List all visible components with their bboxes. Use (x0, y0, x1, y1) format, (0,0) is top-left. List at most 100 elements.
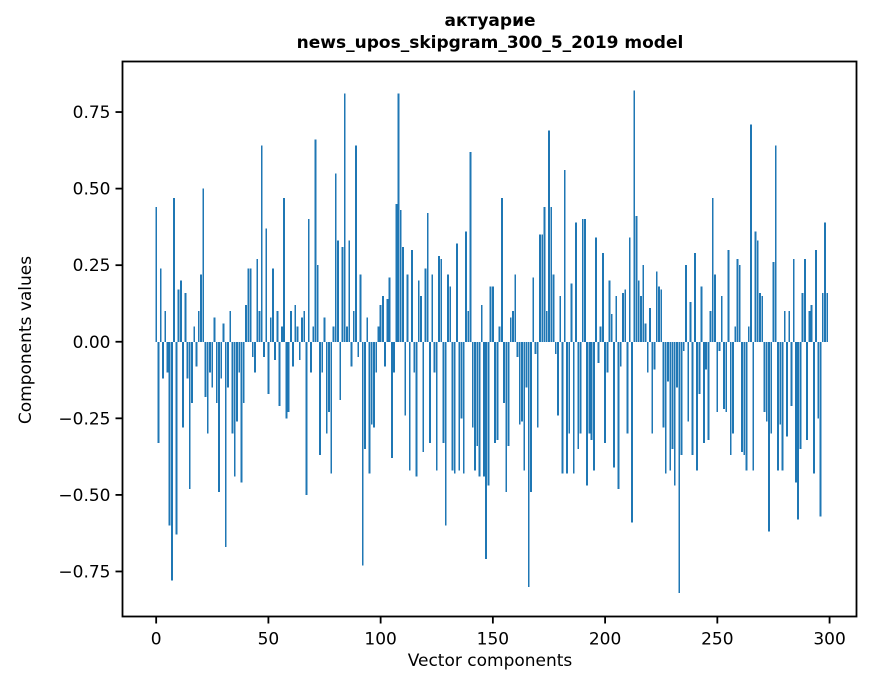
bar (570, 283, 573, 342)
bar (211, 341, 214, 388)
bar (341, 246, 344, 342)
bar (247, 268, 250, 342)
bar (770, 341, 773, 434)
bar (799, 341, 802, 449)
bar (610, 314, 613, 342)
bar (325, 341, 328, 434)
bar (792, 259, 795, 342)
bar (188, 341, 191, 489)
bar (826, 292, 829, 342)
bar (267, 341, 270, 394)
bar (179, 280, 182, 342)
bar (812, 341, 815, 474)
bar (588, 341, 591, 434)
bar (393, 341, 395, 373)
bar (711, 197, 714, 342)
bar (734, 326, 737, 342)
bar (305, 341, 308, 495)
bar (523, 341, 526, 471)
bar (631, 341, 633, 523)
bar (642, 265, 645, 342)
bar (271, 268, 274, 342)
bar (478, 341, 481, 477)
bar (604, 341, 606, 443)
bar (637, 280, 640, 342)
bar (269, 317, 272, 342)
bar (671, 341, 674, 449)
bar (388, 277, 391, 342)
bar (599, 326, 602, 342)
bar (276, 311, 279, 342)
bar (307, 219, 310, 342)
bar (622, 292, 624, 342)
bar (314, 139, 317, 342)
bar (469, 151, 472, 342)
bar (487, 341, 490, 486)
bar (375, 341, 378, 373)
bar (806, 341, 809, 440)
bar (619, 341, 622, 367)
bar (301, 317, 303, 342)
bar (274, 341, 277, 361)
bar (592, 341, 595, 471)
bar (705, 341, 708, 370)
bar (408, 341, 411, 471)
bar (328, 341, 330, 413)
bar (527, 341, 530, 587)
bar (678, 341, 681, 593)
bar (195, 341, 198, 367)
axes-frame (121, 60, 858, 618)
bar (316, 265, 319, 342)
bar (366, 317, 369, 342)
bar (635, 216, 638, 342)
bar (238, 341, 241, 373)
bar (779, 341, 782, 425)
x-tick-label: 50 (258, 630, 280, 650)
bar (283, 197, 286, 342)
bar (395, 203, 398, 342)
y-tick-label: 0.25 (73, 256, 111, 276)
bar (676, 341, 678, 388)
bar (660, 289, 663, 342)
bar (557, 341, 559, 416)
bar (256, 259, 259, 342)
bar (655, 271, 658, 342)
bar (343, 93, 346, 342)
bar (166, 341, 169, 373)
bar (471, 341, 474, 428)
bar (431, 274, 434, 342)
bar (204, 341, 207, 397)
bar (458, 341, 461, 471)
bar (561, 341, 564, 474)
bar (810, 305, 813, 342)
bar (373, 341, 375, 428)
bar (545, 311, 548, 342)
bar (590, 341, 593, 440)
bar (727, 249, 730, 342)
bar (709, 311, 712, 342)
bar (229, 311, 232, 342)
bar (242, 341, 245, 404)
bar (662, 341, 665, 428)
bar (292, 341, 294, 367)
bar (321, 341, 324, 373)
bar (426, 213, 429, 342)
bar (575, 222, 577, 342)
bar (761, 295, 764, 342)
bar (673, 341, 676, 486)
bar (222, 323, 225, 342)
x-tick-label: 0 (151, 630, 162, 650)
bar (644, 323, 647, 342)
bar (258, 311, 261, 342)
bar (608, 280, 611, 342)
bar (381, 295, 384, 342)
bar (720, 295, 723, 342)
bar (451, 341, 454, 471)
bar (808, 311, 811, 342)
bar (750, 124, 752, 342)
bar (368, 341, 371, 474)
bar (815, 249, 817, 342)
bar (532, 277, 535, 342)
bar (640, 295, 642, 342)
